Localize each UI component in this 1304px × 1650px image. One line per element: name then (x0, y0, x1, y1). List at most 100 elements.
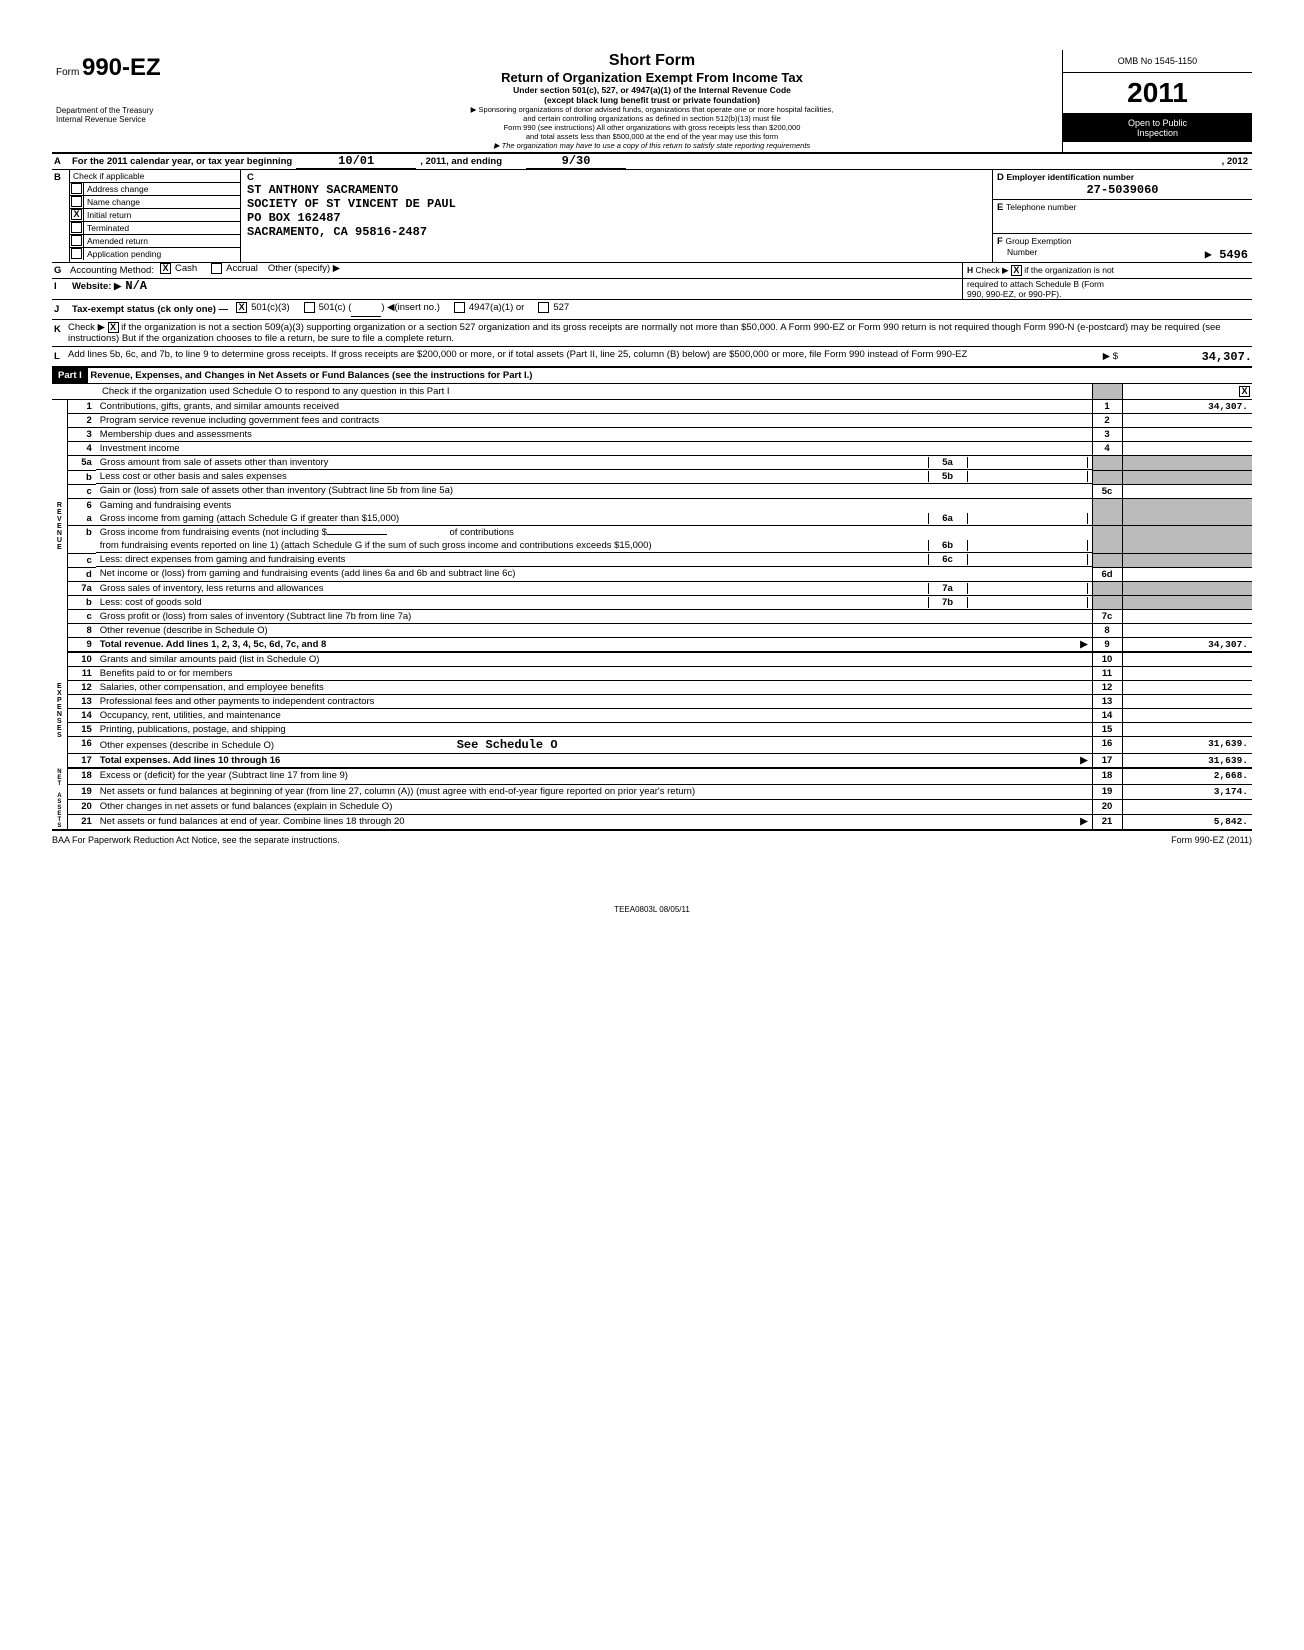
cbx-terminated[interactable] (71, 222, 82, 233)
line18-amt: 2,668. (1122, 769, 1252, 784)
ein-value: 27-5039060 (997, 183, 1248, 197)
line11-desc: Benefits paid to or for members (96, 667, 1092, 681)
line1-amt: 34,307. (1122, 400, 1252, 414)
page-footer: BAA For Paperwork Reduction Act Notice, … (52, 831, 1252, 845)
l-arrow: ▶ $ (1099, 349, 1122, 364)
line5c-desc: Gain or (loss) from sale of assets other… (96, 484, 1092, 498)
letter-i: I (52, 279, 68, 299)
assets-side: NET ASSETS (52, 769, 68, 829)
cbx-527[interactable] (538, 302, 549, 313)
h-text3: 990, 990-EZ, or 990-PF). (967, 289, 1062, 299)
line6a-amt (968, 513, 1088, 524)
part1-label: Part I (52, 368, 88, 383)
section-a-mid: , 2011, and ending (416, 154, 506, 169)
section-k: K Check ▶ if the organization is not a s… (52, 320, 1252, 347)
cbx-application-pending[interactable] (71, 248, 82, 259)
cbx-section-k[interactable] (108, 322, 119, 333)
group-exemption-value: ▶ 5496 (1205, 247, 1248, 262)
line21-arrow: ▶ (1080, 816, 1087, 827)
line6b-desc: Gross income from fundraising events (no… (100, 527, 327, 538)
accrual-label: Accrual (226, 263, 258, 278)
cbx-4947[interactable] (454, 302, 465, 313)
cbx-501c[interactable] (304, 302, 315, 313)
assets-block: NET ASSETS 18Excess or (deficit) for the… (52, 769, 1252, 831)
letter-k: K (52, 322, 68, 344)
h-text1: if the organization is not (1024, 265, 1114, 275)
cbx-501c3[interactable] (236, 302, 247, 313)
assets-table: 18Excess or (deficit) for the year (Subt… (68, 769, 1252, 829)
cbx-initial-return[interactable] (71, 209, 82, 220)
section-c: C ST ANTHONY SACRAMENTO SOCIETY OF ST VI… (240, 170, 992, 262)
line12-desc: Salaries, other compensation, and employ… (96, 681, 1092, 695)
insert-no[interactable] (351, 302, 381, 317)
line14-amt (1122, 709, 1252, 723)
expenses-label: EXPENSES (56, 683, 63, 739)
line6c-desc: Less: direct expenses from gaming and fu… (100, 554, 928, 565)
cbx-addr-change[interactable] (71, 183, 82, 194)
opt-501c: 501(c) ( (319, 302, 352, 317)
line2-amt (1122, 414, 1252, 428)
website-label: Website: ▶ (68, 279, 125, 299)
line5b-desc: Less cost or other basis and sales expen… (100, 471, 928, 482)
letter-c: C (247, 172, 986, 183)
sub-6c: 6c (928, 554, 968, 565)
line15-desc: Printing, publications, postage, and shi… (96, 723, 1092, 737)
num-shade (1092, 384, 1122, 399)
line5b-amt (968, 471, 1088, 482)
checks-column: Check if applicable Address change Name … (70, 170, 240, 262)
section-l: L Add lines 5b, 6c, and 7b, to line 9 to… (52, 347, 1252, 368)
letter-h: H (967, 265, 973, 275)
line21-amt: 5,842. (1122, 815, 1252, 830)
section-h: H Check ▶ if the organization is not (962, 263, 1252, 278)
l-text: Add lines 5b, 6c, and 7b, to line 9 to d… (68, 349, 1099, 364)
cash-label: Cash (175, 263, 197, 278)
cbx-accrual[interactable] (211, 263, 222, 274)
line7c-desc: Gross profit or (loss) from sales of inv… (96, 610, 1092, 624)
letter-f: F (997, 236, 1003, 247)
form-header: Form 990-EZ Department of the Treasury I… (52, 50, 1252, 154)
line6b-contrib[interactable] (327, 534, 387, 535)
revenue-side: REVENUE (56, 502, 63, 551)
inspection-label: Inspection (1067, 128, 1248, 138)
form-label: Form (56, 67, 79, 78)
footer-right: Form 990-EZ (2011) (1171, 835, 1252, 845)
line13-amt (1122, 695, 1252, 709)
cbx-name-change[interactable] (71, 196, 82, 207)
line21-desc: Net assets or fund balances at end of ye… (100, 816, 405, 827)
note5: ▶ The organization may have to use a cop… (250, 141, 1054, 150)
header-mid: Short Form Return of Organization Exempt… (242, 50, 1062, 152)
line15-amt (1122, 723, 1252, 737)
dept-treasury: Department of the Treasury (56, 82, 238, 115)
line10-amt (1122, 653, 1252, 667)
ein-label: Employer identification number (1007, 172, 1135, 182)
section-bcdef: B Check if applicable Address change Nam… (52, 170, 1252, 263)
cbx-cash[interactable] (160, 263, 171, 274)
line20-desc: Other changes in net assets or fund bala… (96, 799, 1092, 814)
expenses-block: EXPENSES 10Grants and similar amounts pa… (52, 653, 1252, 769)
expenses-side: EXPENSES (52, 653, 68, 769)
line5a-desc: Gross amount from sale of assets other t… (100, 457, 928, 468)
open-public: Open to Public Inspection (1063, 114, 1252, 142)
line10-desc: Grants and similar amounts paid (list in… (96, 653, 1092, 667)
cbx-schedule-o[interactable] (1239, 386, 1250, 397)
subtitle2: (except black lung benefit trust or priv… (250, 95, 1054, 105)
line7a-amt (968, 583, 1088, 594)
sub-6a: 6a (928, 513, 968, 524)
header-left: Form 990-EZ Department of the Treasury I… (52, 50, 242, 152)
opt-4947: 4947(a)(1) or (469, 302, 524, 317)
cbx-amended[interactable] (71, 235, 82, 246)
title-short-form: Short Form (250, 52, 1054, 70)
lbl-name-change: Name change (84, 196, 143, 208)
cbx-schedule-b[interactable] (1011, 265, 1022, 276)
line7b-amt (968, 597, 1088, 608)
section-ih: I Website: ▶ N/A required to attach Sche… (52, 279, 1252, 300)
part1-header: Part I Revenue, Expenses, and Changes in… (52, 368, 1252, 384)
tel-label: Telephone number (1006, 202, 1076, 212)
lines-table: 1Contributions, gifts, grants, and simil… (68, 400, 1252, 653)
website-value: N/A (125, 279, 147, 299)
section-d: D Employer identification number 27-5039… (993, 170, 1252, 200)
sub-5a: 5a (928, 457, 968, 468)
line11-amt (1122, 667, 1252, 681)
other-label: Other (specify) ▶ (268, 263, 340, 278)
part1-body: REVENUE 1Contributions, gifts, grants, a… (52, 400, 1252, 653)
